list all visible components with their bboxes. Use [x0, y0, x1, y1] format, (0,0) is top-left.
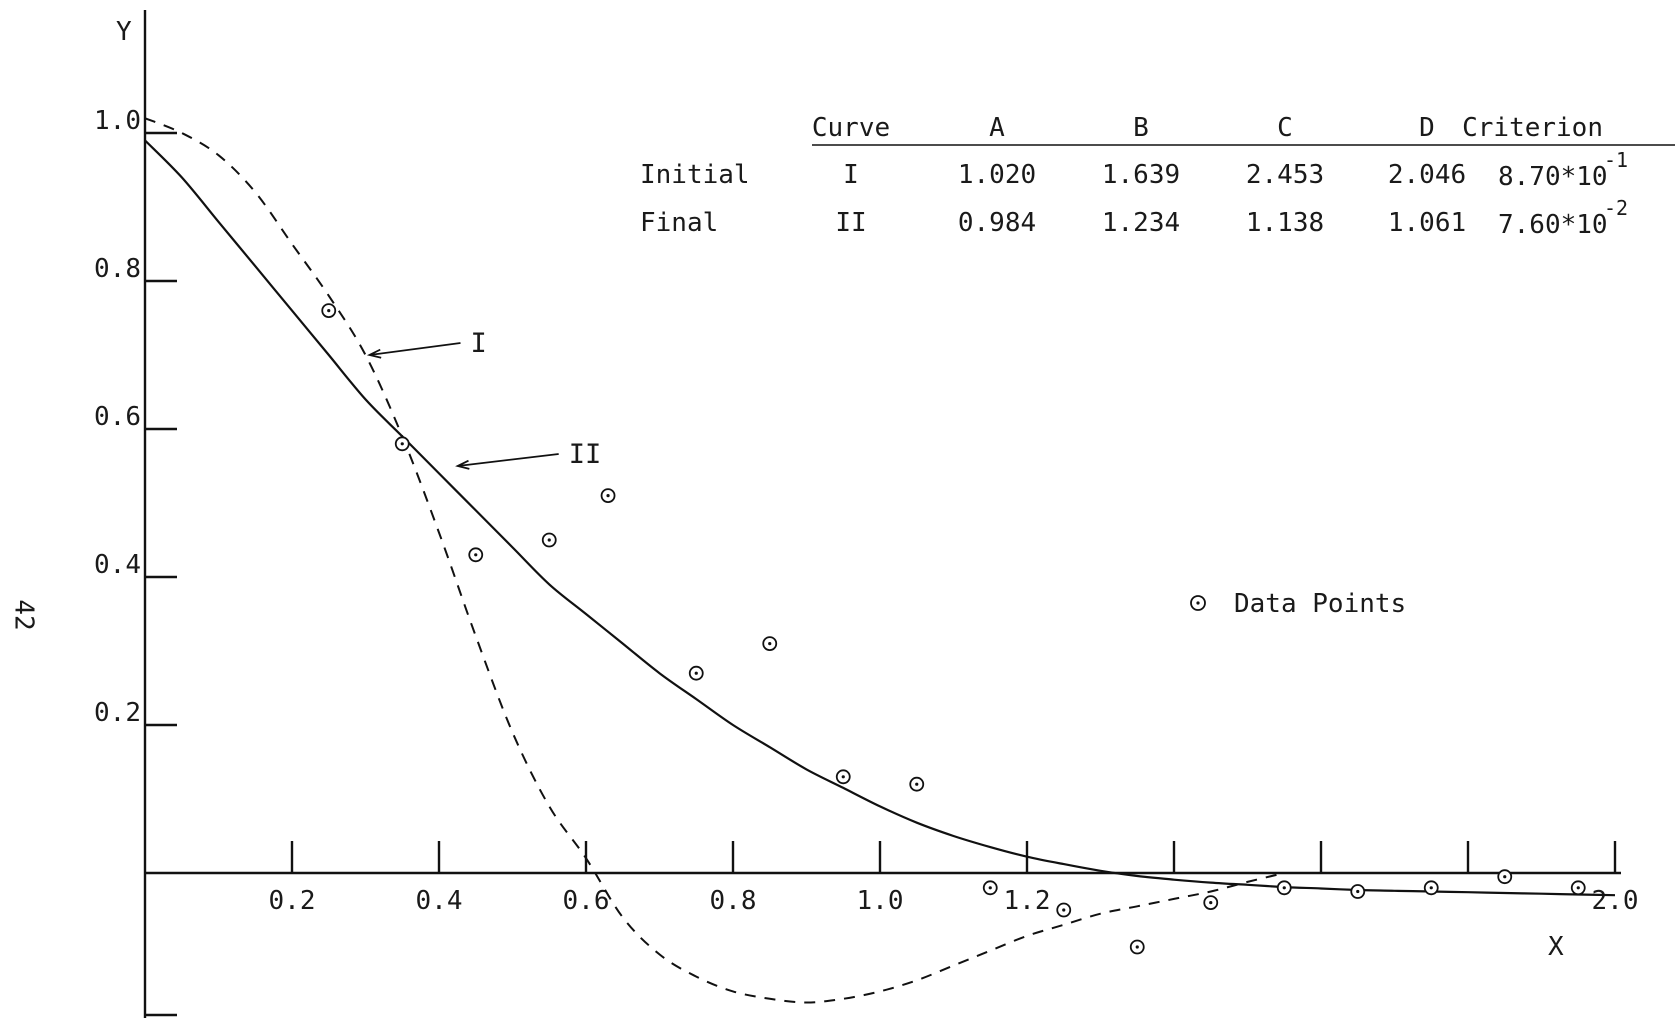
y-tick-label: 0.8 [94, 254, 141, 284]
data-point [1129, 939, 1145, 955]
table-header: Criterion [1462, 113, 1603, 143]
table-cell: 1.639 [1102, 160, 1180, 190]
data-points [321, 303, 1586, 955]
x-axis-label: X [1548, 932, 1564, 962]
y-ticks: 0.2 0.4 0.6 0.8 1.0 [94, 106, 177, 1017]
data-point [1570, 880, 1586, 896]
data-point-center [694, 671, 698, 675]
x-tick-label: 2.0 [1592, 886, 1639, 916]
data-point [321, 303, 337, 319]
parameter-table: Curve A B C D Criterion Initial I 1.020 1.639 2.45… [640, 113, 1675, 240]
y-tick-label: 0.6 [94, 402, 141, 432]
legend-label: Data Points [1234, 589, 1406, 619]
curve-i-initial [144, 117, 1285, 1004]
data-point-center [1503, 875, 1507, 879]
annotation-label: II [569, 439, 602, 470]
data-point [600, 488, 616, 504]
data-point [688, 665, 704, 681]
data-point [982, 880, 998, 896]
x-tick-label: 0.8 [710, 886, 757, 916]
data-point [541, 532, 557, 548]
table-criterion: 8.70*10 [1498, 162, 1608, 192]
data-point-center [606, 494, 610, 498]
table-criterion-exponent: -2 [1604, 196, 1628, 220]
x-tick-label: 0.2 [269, 886, 316, 916]
table-cell: 2.046 [1388, 160, 1466, 190]
x-tick-label: 0.6 [563, 886, 610, 916]
data-point [1203, 895, 1219, 910]
curve-annotations: III [366, 328, 602, 470]
table-cell: 1.061 [1388, 208, 1466, 238]
table-header: B [1133, 113, 1149, 143]
table-header: Curve [812, 113, 890, 143]
axes [143, 10, 1621, 1018]
table-row-label: Initial [640, 160, 750, 190]
table-header: A [989, 113, 1005, 143]
data-point [1276, 880, 1292, 896]
table-cell: 1.138 [1246, 208, 1324, 238]
data-point-center [1576, 886, 1580, 890]
data-point-center [1209, 901, 1213, 905]
curves [144, 117, 1616, 1004]
data-point-center [327, 309, 331, 313]
table-header: D [1419, 113, 1435, 143]
data-point [1497, 869, 1513, 885]
data-point-center [547, 538, 551, 542]
x-ticks: 0.2 0.4 0.6 0.8 1.0 1.2 2.0 [269, 841, 1639, 916]
x-tick-label: 1.0 [857, 886, 904, 916]
table-criterion: 7.60*10 [1498, 210, 1608, 240]
data-point-center [1062, 908, 1066, 912]
y-tick-label: 0.4 [94, 550, 141, 580]
data-point-center [474, 553, 478, 557]
data-point-center [1429, 886, 1433, 890]
x-tick-label: 1.2 [1004, 886, 1051, 916]
table-criterion-exponent: -1 [1604, 148, 1628, 172]
annotation-label: I [471, 328, 487, 359]
y-tick-label: 1.0 [94, 106, 141, 136]
data-point-center [841, 775, 845, 779]
table-cell: 2.453 [1246, 160, 1324, 190]
table-cell: 0.984 [958, 208, 1036, 238]
table-row-label: Final [640, 208, 718, 238]
data-point-center [1356, 889, 1360, 894]
data-point [1423, 880, 1439, 896]
y-axis-label: Y [116, 17, 132, 47]
curve-ii-final [144, 139, 1616, 897]
data-point-center [400, 442, 404, 446]
data-point [835, 769, 851, 785]
data-point [468, 547, 484, 563]
y-tick-label: 0.2 [94, 698, 141, 728]
data-point-center [1135, 945, 1139, 949]
annotation-arrowhead [455, 459, 470, 470]
annotation-leader [457, 453, 559, 467]
legend-marker-center [1196, 601, 1200, 605]
table-header: C [1277, 113, 1293, 143]
data-point-center [915, 782, 919, 786]
table-cell: 1.020 [958, 160, 1036, 190]
data-point [762, 636, 778, 651]
legend: Data Points [1190, 589, 1406, 619]
table-cell: 1.234 [1102, 208, 1180, 238]
data-point-center [768, 642, 772, 646]
table-cell: I [843, 160, 859, 190]
data-point [909, 776, 925, 792]
annotation-arrowhead [366, 348, 382, 359]
table-cell: II [835, 208, 866, 238]
annotation-leader [369, 342, 461, 356]
data-point [394, 436, 410, 452]
data-point-center [1282, 886, 1286, 890]
data-point [1056, 902, 1072, 918]
data-point [1350, 884, 1366, 899]
x-tick-label: 0.4 [416, 886, 463, 916]
data-point-center [988, 886, 992, 890]
